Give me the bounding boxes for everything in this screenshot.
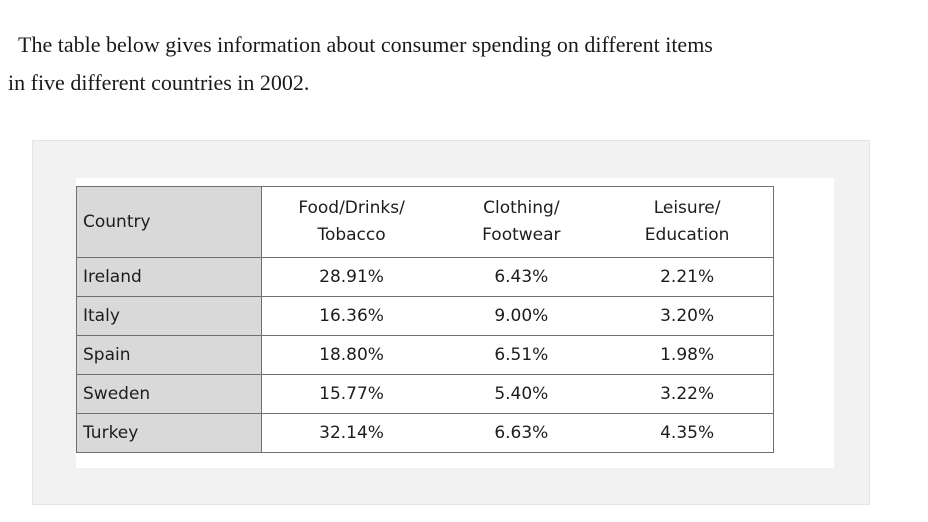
header-leisure-line-1: Leisure/: [653, 198, 721, 218]
cell-food: 16.36%: [261, 296, 442, 336]
cell-clothing: 6.43%: [441, 257, 602, 297]
table-container: Country Food/Drinks/ Tobacco Clothing/ F…: [76, 178, 834, 468]
cell-leisure: 1.98%: [601, 335, 775, 375]
header-country-label: Country: [83, 212, 151, 232]
header-clothing: Clothing/ Footwear: [441, 186, 602, 258]
table-row-ireland: Ireland 28.91% 6.43% 2.21%: [76, 257, 775, 297]
cell-country: Spain: [76, 335, 262, 375]
cell-clothing: 6.63%: [441, 413, 602, 453]
cell-food: 32.14%: [261, 413, 442, 453]
cell-food: 28.91%: [261, 257, 442, 297]
cell-country: Sweden: [76, 374, 262, 414]
table-row-sweden: Sweden 15.77% 5.40% 3.22%: [76, 374, 775, 414]
table-row-italy: Italy 16.36% 9.00% 3.20%: [76, 296, 775, 336]
header-clothing-line-2: Footwear: [482, 225, 561, 245]
header-country: Country: [76, 186, 262, 258]
prompt-line-1: The table below gives information about …: [18, 32, 713, 57]
cell-leisure: 3.20%: [601, 296, 775, 336]
cell-country: Italy: [76, 296, 262, 336]
cell-country: Turkey: [76, 413, 262, 453]
cell-clothing: 9.00%: [441, 296, 602, 336]
header-food-line-1: Food/Drinks/: [298, 198, 405, 218]
table-row-spain: Spain 18.80% 6.51% 1.98%: [76, 335, 775, 375]
task-prompt: The table below gives information about …: [8, 26, 908, 102]
cell-clothing: 5.40%: [441, 374, 602, 414]
cell-clothing: 6.51%: [441, 335, 602, 375]
cell-food: 15.77%: [261, 374, 442, 414]
header-clothing-line-1: Clothing/: [483, 198, 560, 218]
spending-table: Country Food/Drinks/ Tobacco Clothing/ F…: [76, 186, 775, 453]
table-header-row: Country Food/Drinks/ Tobacco Clothing/ F…: [76, 186, 775, 258]
table-row-turkey: Turkey 32.14% 6.63% 4.35%: [76, 413, 775, 453]
cell-leisure: 4.35%: [601, 413, 775, 453]
header-leisure-line-2: Education: [644, 225, 730, 245]
cell-food: 18.80%: [261, 335, 442, 375]
header-food-line-2: Tobacco: [317, 225, 386, 245]
cell-country: Ireland: [76, 257, 262, 297]
cell-leisure: 2.21%: [601, 257, 775, 297]
header-leisure: Leisure/ Education: [601, 186, 775, 258]
header-food: Food/Drinks/ Tobacco: [261, 186, 442, 258]
prompt-line-2: in five different countries in 2002.: [8, 70, 310, 95]
cell-leisure: 3.22%: [601, 374, 775, 414]
